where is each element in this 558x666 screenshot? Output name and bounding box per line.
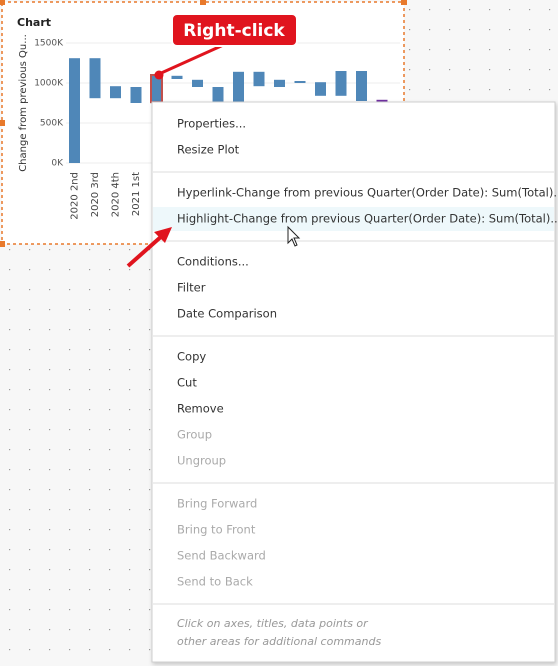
y-tick-label: 1500K [34, 39, 64, 49]
waterfall-bar[interactable] [192, 79, 203, 87]
menu-item[interactable]: Highlight-Change from previous Quarter(O… [177, 212, 558, 226]
menu-item[interactable]: Filter [177, 281, 206, 295]
menu-item: Ungroup [177, 454, 226, 468]
chart-title: Chart [17, 16, 51, 29]
menu-hint: Click on axes, titles, data points or [177, 617, 369, 630]
menu-item[interactable]: Cut [177, 376, 197, 390]
waterfall-bar[interactable] [89, 58, 101, 99]
arrow-shaft [126, 233, 165, 268]
resize-handle[interactable] [0, 120, 5, 126]
context-menu: Properties... Resize Plot Hyperlink-Change… [151, 101, 558, 663]
menu-item: Bring to Front [177, 523, 256, 537]
waterfall-bar[interactable] [110, 86, 121, 99]
menu-hint: other areas for additional commands [177, 635, 381, 648]
callout-box [171, 13, 298, 47]
waterfall-bar[interactable] [69, 58, 80, 164]
y-tick-label: 500K [40, 119, 64, 129]
resize-handle[interactable] [0, 0, 5, 5]
waterfall-bar[interactable] [335, 71, 347, 96]
x-tick-label: 2020 4th [111, 172, 122, 217]
resize-handle[interactable] [401, 0, 407, 5]
callout-text: Right-click [183, 21, 285, 41]
y-axis-label: Change from previous Qu... [18, 34, 29, 172]
menu-item: Send Backward [177, 549, 266, 563]
menu-item[interactable]: Hyperlink-Change from previous Quarter(O… [177, 186, 558, 200]
menu-item[interactable]: Copy [177, 350, 206, 364]
waterfall-bar[interactable] [356, 71, 367, 101]
waterfall-bar[interactable] [212, 87, 224, 103]
menu-item: Group [177, 428, 212, 442]
callout: Right-click [154, 13, 298, 80]
waterfall-bar[interactable] [171, 75, 183, 79]
x-tick-label: 2020 2nd [70, 172, 81, 220]
resize-handle[interactable] [0, 241, 5, 247]
waterfall-bar[interactable] [233, 71, 244, 103]
callout-line [158, 40, 231, 76]
x-tick-label: 2020 3rd [90, 172, 101, 217]
y-tick-label: 1000K [34, 79, 64, 89]
waterfall-bar[interactable] [130, 87, 142, 103]
waterfall-bar[interactable] [274, 79, 285, 87]
callout-dot [154, 70, 164, 80]
arrow-head [154, 227, 172, 243]
menu-item-hover [153, 207, 554, 231]
chart: Change from previous Qu... 0K 500K 1000K 150… [18, 34, 400, 220]
resize-handle[interactable] [200, 0, 206, 5]
waterfall-bar[interactable] [315, 82, 326, 96]
menu-item: Bring Forward [177, 497, 257, 511]
x-tick-label: 2021 1st [131, 172, 142, 216]
y-tick-label: 0K [51, 159, 64, 169]
menu-item: Send to Back [177, 575, 253, 589]
menu-panel [151, 101, 556, 663]
menu-item[interactable]: Properties... [177, 117, 246, 131]
menu-item[interactable]: Date Comparison [177, 307, 277, 321]
waterfall-bar[interactable] [253, 71, 265, 87]
menu-item[interactable]: Resize Plot [177, 143, 240, 157]
menu-item[interactable]: Remove [177, 402, 224, 416]
waterfall-bar[interactable] [294, 81, 306, 83]
waterfall-bar[interactable] [376, 99, 388, 103]
arrow [126, 227, 172, 268]
menu-item[interactable]: Conditions... [177, 255, 249, 269]
mouse-cursor [287, 225, 301, 247]
